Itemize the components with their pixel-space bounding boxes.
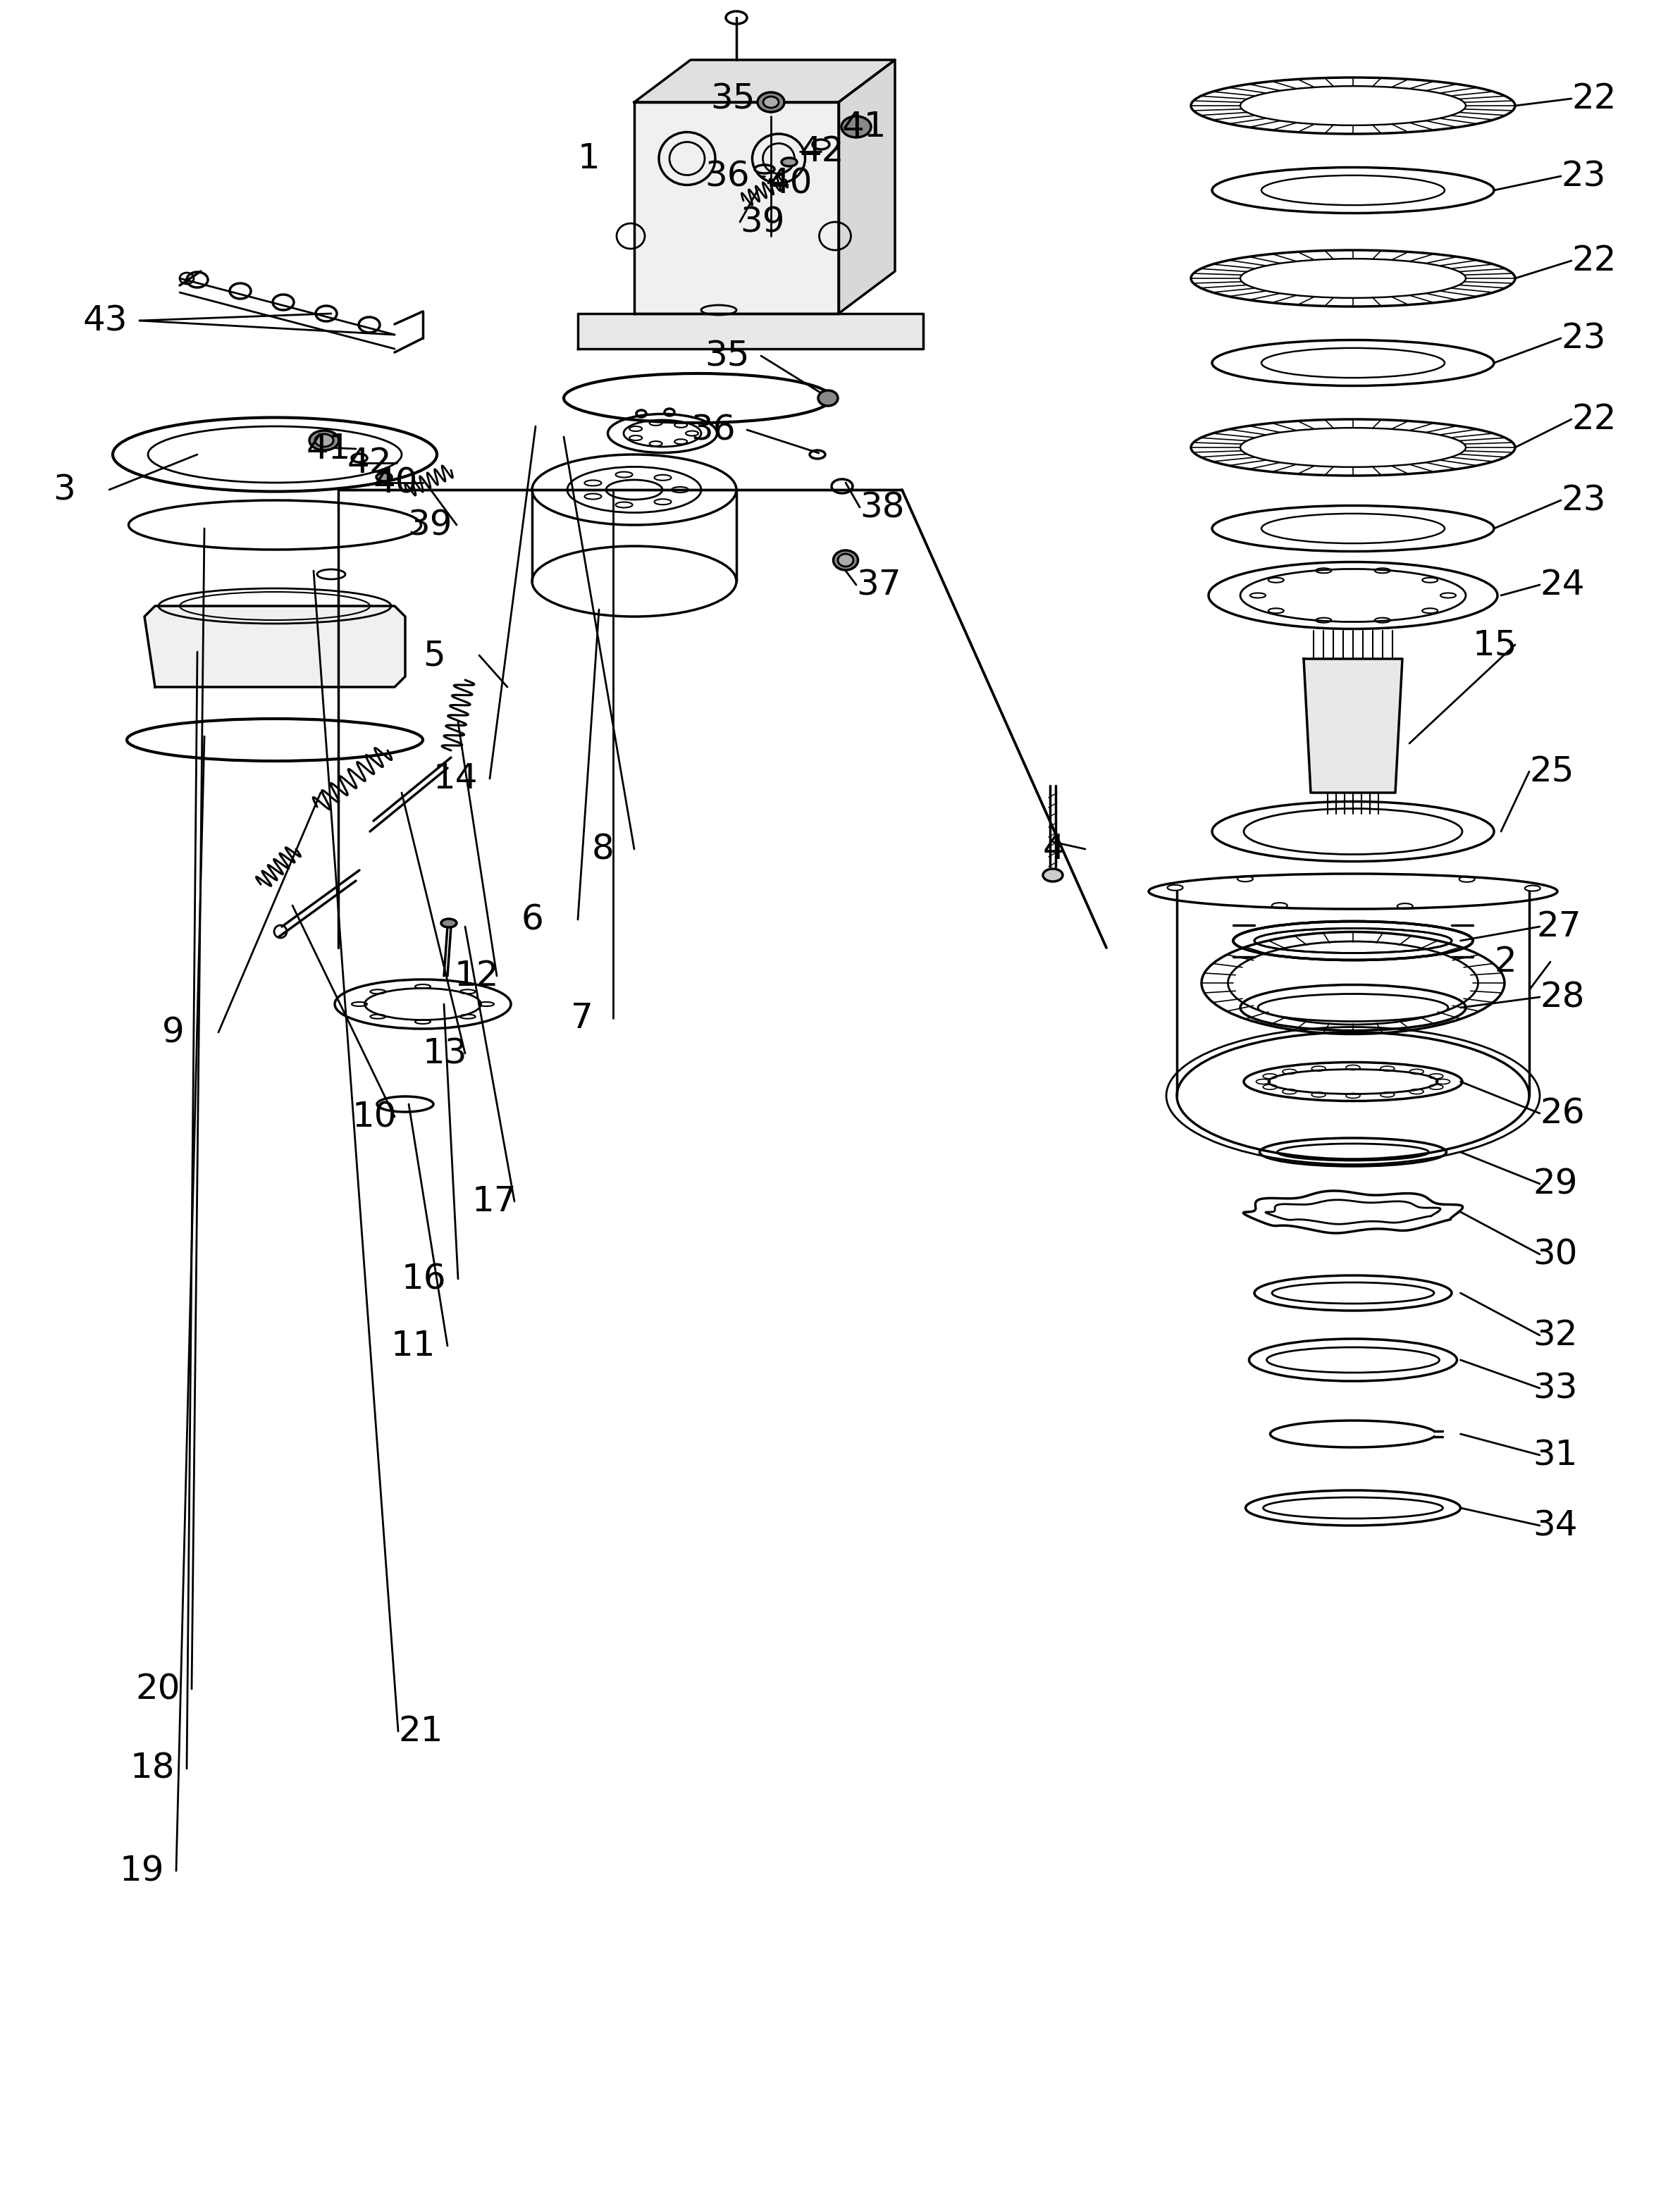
Text: 40: 40	[373, 467, 418, 500]
Polygon shape	[838, 59, 895, 313]
Text: 36: 36	[690, 414, 736, 447]
Text: 7: 7	[571, 1002, 593, 1035]
Text: 6: 6	[521, 903, 544, 936]
Text: 11: 11	[391, 1330, 435, 1363]
Text: 22: 22	[1571, 244, 1616, 277]
Text: 38: 38	[860, 491, 904, 524]
Text: 5: 5	[423, 639, 445, 672]
Text: 18: 18	[131, 1753, 175, 1786]
Text: 28: 28	[1541, 980, 1584, 1013]
Text: 2: 2	[1494, 945, 1517, 978]
Ellipse shape	[442, 918, 457, 927]
Text: 19: 19	[119, 1854, 165, 1887]
Text: 1: 1	[578, 141, 600, 176]
Ellipse shape	[758, 92, 785, 112]
Text: 32: 32	[1532, 1319, 1578, 1352]
Ellipse shape	[818, 390, 838, 405]
Text: 27: 27	[1536, 909, 1581, 942]
Ellipse shape	[1043, 870, 1063, 881]
Ellipse shape	[838, 555, 853, 566]
Text: 12: 12	[455, 960, 499, 993]
Text: 9: 9	[161, 1015, 185, 1048]
Text: 24: 24	[1541, 568, 1584, 601]
Text: 10: 10	[353, 1101, 396, 1134]
Ellipse shape	[833, 550, 858, 570]
Text: 3: 3	[52, 473, 76, 506]
Text: 22: 22	[1571, 403, 1616, 436]
Text: 34: 34	[1532, 1508, 1578, 1541]
Text: 29: 29	[1532, 1167, 1578, 1200]
Text: 8: 8	[591, 832, 615, 865]
Ellipse shape	[309, 432, 339, 449]
Ellipse shape	[781, 159, 796, 167]
Text: 39: 39	[739, 205, 785, 238]
Text: 31: 31	[1532, 1438, 1578, 1471]
Polygon shape	[578, 313, 922, 348]
Polygon shape	[1304, 658, 1403, 793]
Text: 25: 25	[1529, 755, 1574, 788]
Text: 40: 40	[768, 167, 813, 200]
Ellipse shape	[1233, 920, 1473, 960]
Text: 41: 41	[306, 432, 351, 467]
Text: 43: 43	[82, 304, 128, 337]
Text: 42: 42	[800, 134, 845, 167]
Text: 14: 14	[433, 762, 479, 795]
Text: 36: 36	[704, 159, 749, 194]
Text: 21: 21	[398, 1715, 444, 1748]
Text: 23: 23	[1561, 321, 1606, 355]
Text: 42: 42	[348, 447, 391, 480]
Text: 4: 4	[1043, 832, 1065, 865]
Polygon shape	[144, 606, 405, 687]
Text: 30: 30	[1532, 1238, 1578, 1271]
Text: 23: 23	[1561, 484, 1606, 517]
Polygon shape	[635, 59, 895, 101]
Text: 23: 23	[1561, 159, 1606, 194]
Text: 35: 35	[704, 339, 749, 372]
Text: 15: 15	[1473, 628, 1517, 661]
Polygon shape	[635, 101, 838, 313]
Text: 37: 37	[857, 568, 900, 601]
Text: 35: 35	[711, 81, 754, 115]
Text: 41: 41	[842, 110, 887, 143]
Text: 17: 17	[472, 1185, 517, 1218]
Ellipse shape	[763, 97, 780, 108]
Ellipse shape	[842, 117, 870, 137]
Text: 16: 16	[402, 1262, 447, 1295]
Text: 39: 39	[407, 509, 452, 542]
Text: 26: 26	[1541, 1097, 1584, 1130]
Text: 22: 22	[1571, 81, 1616, 115]
Ellipse shape	[316, 434, 333, 447]
Text: 33: 33	[1532, 1372, 1578, 1405]
Text: 13: 13	[423, 1037, 467, 1070]
Ellipse shape	[376, 473, 391, 482]
Text: 20: 20	[136, 1671, 180, 1707]
